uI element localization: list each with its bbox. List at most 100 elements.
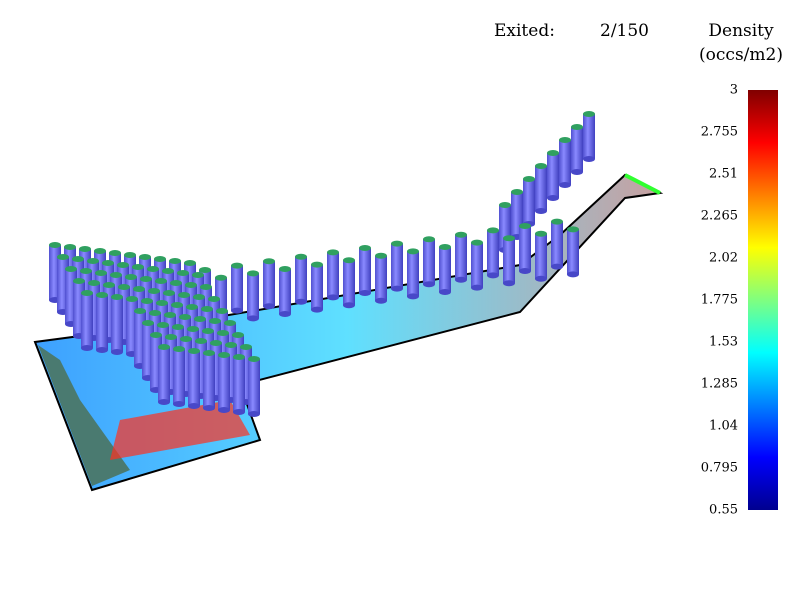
base — [111, 349, 123, 355]
head — [511, 189, 523, 195]
pedestrian — [188, 348, 200, 409]
head — [87, 258, 99, 264]
pedestrian — [503, 235, 515, 287]
head — [192, 272, 204, 278]
base — [375, 297, 387, 304]
head — [124, 252, 136, 258]
head — [439, 244, 451, 250]
pedestrian — [547, 150, 559, 201]
base — [311, 306, 323, 313]
base — [173, 401, 185, 407]
body — [535, 233, 547, 279]
head — [125, 274, 137, 280]
body — [233, 357, 245, 412]
head — [180, 336, 192, 342]
base — [407, 293, 419, 300]
head — [80, 268, 92, 274]
head — [147, 266, 159, 272]
head — [503, 235, 515, 242]
head — [583, 111, 595, 117]
head — [559, 137, 571, 143]
body — [471, 242, 483, 288]
pedestrian — [218, 352, 230, 413]
pedestrian — [279, 266, 291, 317]
head — [195, 338, 207, 344]
tick-label: 0.795 — [701, 461, 738, 476]
base — [535, 208, 547, 214]
base — [81, 345, 93, 351]
head — [218, 352, 230, 358]
pedestrian — [263, 258, 275, 310]
head — [186, 304, 198, 310]
tick-label: 1.04 — [709, 419, 738, 434]
head — [103, 282, 115, 288]
head — [224, 320, 236, 326]
body — [407, 251, 419, 297]
head — [132, 264, 144, 270]
body — [173, 349, 185, 404]
tick-label: 3 — [730, 83, 738, 98]
head — [217, 330, 229, 336]
pedestrian — [535, 163, 547, 214]
base — [188, 403, 200, 409]
body — [203, 353, 215, 408]
head — [179, 314, 191, 320]
head — [311, 261, 323, 268]
base — [248, 411, 260, 417]
head — [487, 227, 499, 234]
exited-label: Exited: — [494, 21, 555, 41]
head — [184, 260, 196, 266]
pedestrian — [203, 350, 215, 411]
head — [225, 342, 237, 348]
tick-label: 2.51 — [709, 167, 738, 182]
body — [571, 127, 583, 172]
head — [163, 290, 175, 296]
head — [81, 290, 93, 296]
colorbar-title: Density — [708, 21, 774, 41]
pedestrian — [439, 244, 451, 295]
head — [279, 266, 291, 272]
head — [157, 322, 169, 328]
body — [263, 261, 275, 307]
head — [171, 302, 183, 308]
head — [177, 270, 189, 276]
head — [248, 356, 260, 362]
head — [158, 344, 170, 350]
head — [140, 276, 152, 282]
pedestrian — [231, 262, 243, 314]
head — [64, 244, 76, 250]
pedestrian — [248, 356, 260, 417]
body — [111, 297, 123, 352]
body — [487, 230, 499, 276]
head — [133, 286, 145, 292]
pedestrian — [327, 249, 339, 301]
head — [391, 240, 403, 247]
pedestrian — [523, 176, 535, 227]
base — [535, 275, 547, 282]
body — [559, 140, 571, 185]
base — [295, 298, 307, 305]
base — [231, 307, 243, 314]
colorbar-unit: (occs/m2) — [699, 45, 783, 65]
head — [117, 262, 129, 268]
base — [455, 276, 467, 283]
head — [208, 296, 220, 302]
pedestrian — [233, 354, 245, 415]
pedestrian — [571, 124, 583, 175]
head — [156, 300, 168, 306]
head — [407, 248, 419, 255]
body — [423, 239, 435, 285]
head — [154, 256, 166, 262]
head — [240, 344, 252, 350]
head — [150, 332, 162, 338]
head — [164, 312, 176, 318]
tick-label: 0.55 — [709, 503, 738, 518]
body — [583, 114, 595, 159]
pedestrian — [359, 245, 371, 296]
base — [343, 302, 355, 309]
tick-label: 2.02 — [709, 251, 738, 266]
head — [173, 346, 185, 352]
head — [247, 270, 259, 277]
pedestrian — [583, 111, 595, 162]
pedestrian — [559, 137, 571, 188]
